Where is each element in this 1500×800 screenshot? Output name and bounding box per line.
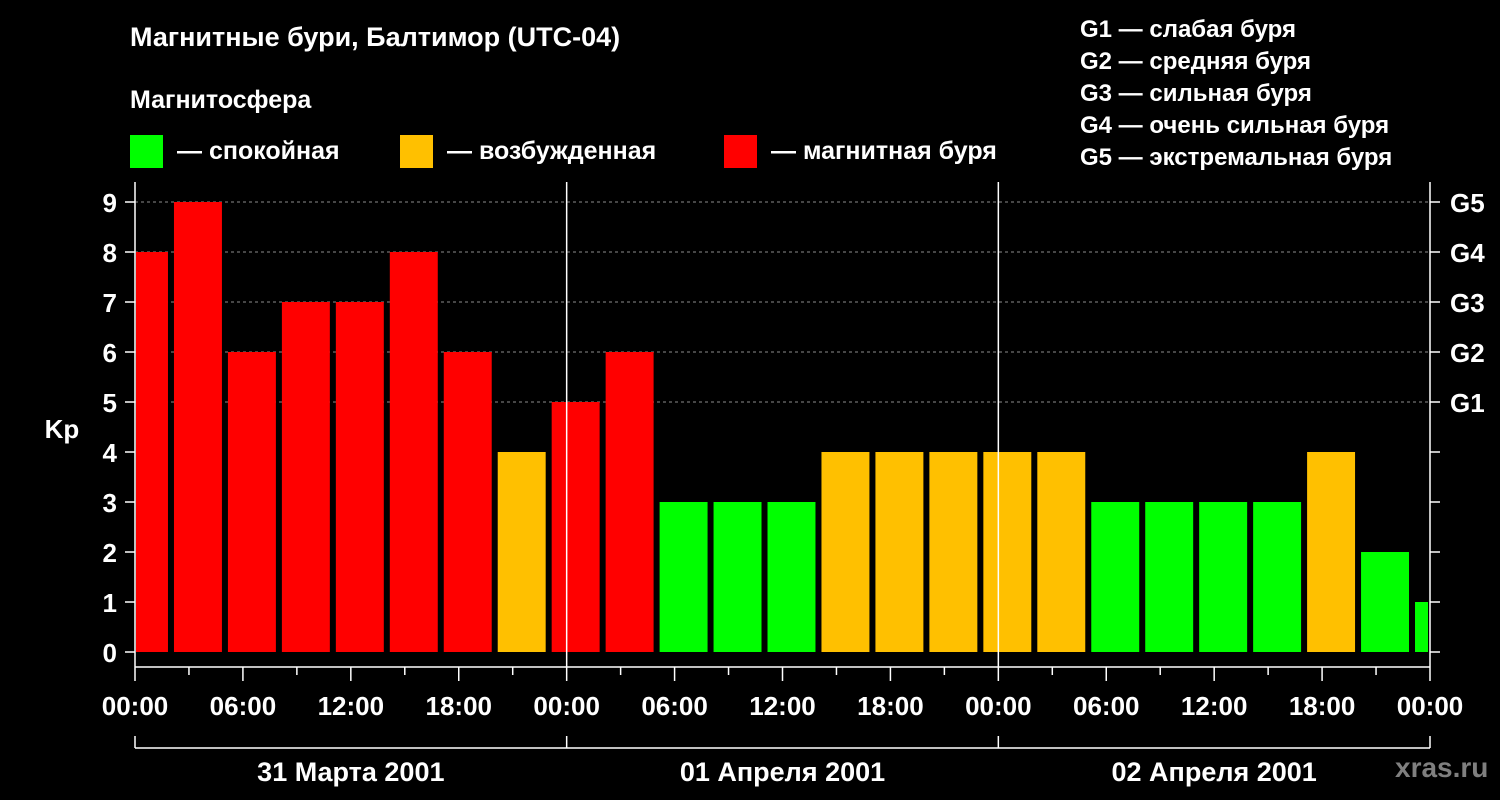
kp-bar	[1037, 452, 1086, 652]
legend-swatch-storm	[724, 134, 757, 168]
y-tick-label: 1	[103, 588, 117, 618]
y-tick-label: 8	[103, 238, 117, 268]
legend-label-quiet: — спокойная	[177, 136, 340, 165]
legend-label-storm: — магнитная буря	[771, 136, 997, 165]
kp-bar	[821, 452, 870, 652]
day-label: 01 Апреля 2001	[680, 757, 885, 787]
kp-bar	[551, 402, 600, 652]
y-tick-label: 2	[103, 538, 117, 568]
y-tick-label: 4	[103, 438, 118, 468]
x-tick-label: 12:00	[749, 691, 816, 721]
legend-item-quiet: — спокойная	[130, 134, 340, 168]
y-tick-label: 0	[103, 638, 117, 668]
g-level-label: G3	[1450, 288, 1485, 318]
y-tick-label: 5	[103, 388, 117, 418]
day-label: 02 Апреля 2001	[1112, 757, 1317, 787]
g-level-label: G1	[1450, 388, 1485, 418]
legend-swatch-quiet	[130, 134, 163, 168]
y-tick-label: 6	[103, 338, 117, 368]
kp-bar	[713, 502, 762, 652]
storm-scale-g4: G4 — очень сильная буря	[1080, 112, 1390, 139]
g-level-label: G2	[1450, 338, 1485, 368]
y-tick-label: 3	[103, 488, 117, 518]
kp-bar	[281, 302, 330, 652]
kp-bar	[335, 302, 384, 652]
kp-bar	[389, 252, 438, 652]
x-tick-label: 00:00	[965, 691, 1032, 721]
storm-scale-g2: G2 — средняя буря	[1080, 48, 1311, 75]
storm-scale-g5: G5 — экстремальная буря	[1080, 144, 1393, 171]
kp-bar	[1199, 502, 1248, 652]
kp-bar	[136, 252, 168, 652]
kp-bar	[983, 452, 1032, 652]
kp-bar	[1253, 502, 1302, 652]
kp-bar	[173, 202, 222, 652]
x-tick-label: 18:00	[857, 691, 924, 721]
y-axis-label: Kp	[45, 414, 80, 444]
kp-bar	[1307, 452, 1356, 652]
kp-bar	[605, 352, 654, 652]
x-tick-label: 00:00	[1397, 691, 1464, 721]
legend-heading: Магнитосфера	[130, 86, 312, 114]
kp-bar	[1361, 552, 1410, 652]
y-tick-label: 7	[103, 288, 117, 318]
x-tick-label: 06:00	[641, 691, 708, 721]
legend-item-unsettled: — возбужденная	[400, 134, 656, 168]
chart-title: Магнитные бури, Балтимор (UTC-04)	[130, 22, 621, 52]
g-level-label: G5	[1450, 188, 1485, 218]
kp-bar	[659, 502, 708, 652]
storm-scale-list: G1 — слабая буря G2 — средняя буря G3 — …	[1080, 14, 1392, 174]
kp-bar	[875, 452, 924, 652]
kp-bar	[1091, 502, 1140, 652]
kp-bar	[1145, 502, 1194, 652]
x-tick-label: 12:00	[1181, 691, 1248, 721]
x-tick-label: 00:00	[102, 691, 169, 721]
storm-scale-g1: G1 — слабая буря	[1080, 16, 1297, 43]
g-level-label: G4	[1450, 238, 1485, 268]
x-tick-label: 06:00	[1073, 691, 1140, 721]
legend-label-unsettled: — возбужденная	[447, 136, 657, 165]
x-tick-label: 06:00	[210, 691, 277, 721]
legend-swatch-unsettled	[400, 134, 433, 168]
x-tick-label: 18:00	[426, 691, 493, 721]
y-tick-label: 9	[103, 188, 117, 218]
x-tick-label: 18:00	[1289, 691, 1356, 721]
day-label: 31 Марта 2001	[257, 757, 444, 787]
storm-scale-g3: G3 — сильная буря	[1080, 80, 1312, 107]
legend-item-storm: — магнитная буря	[724, 134, 997, 168]
kp-bar	[929, 452, 978, 652]
kp-bar	[497, 452, 546, 652]
kp-bar	[443, 352, 492, 652]
x-tick-label: 12:00	[318, 691, 385, 721]
kp-bar	[227, 352, 276, 652]
watermark: xras.ru	[1395, 752, 1489, 783]
x-tick-label: 00:00	[533, 691, 600, 721]
kp-bar	[1415, 602, 1428, 652]
kp-bar	[767, 502, 816, 652]
